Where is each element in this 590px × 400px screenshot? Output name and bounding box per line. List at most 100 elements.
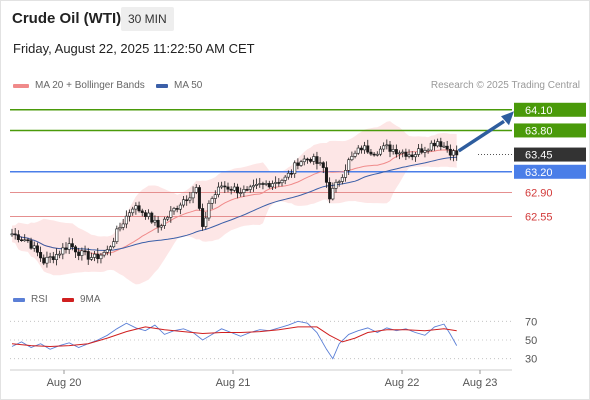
level-label-62.90: 62.90 [525,187,553,199]
candle-body [251,185,255,188]
candle-body [417,148,421,155]
rsi-swatch [13,297,25,302]
candle-body [128,212,132,217]
candle-body [305,158,309,161]
candle-body [178,204,182,210]
candle-body [86,251,90,260]
candle-body [77,251,81,256]
level-label-63.20: 63.20 [525,167,553,179]
candle-body [344,170,348,178]
candle-body [334,181,338,189]
ma50-swatch [156,83,168,88]
candle-body [378,148,382,155]
candle-body [439,141,443,147]
candle-body [404,151,408,157]
candle-body [131,208,135,214]
candle-body [26,239,30,242]
candle-body [258,183,262,185]
candle-body [210,198,214,204]
x-tick-label: Aug 23 [463,377,498,389]
candle-body [236,186,240,194]
x-tick-label: Aug 20 [47,377,82,389]
current-price-tag [514,147,586,162]
candle-body [363,145,367,151]
rsi-ma-line [11,326,457,348]
candle-body [83,250,87,253]
candle-body [172,208,176,212]
level-tag-63.20 [514,164,586,179]
candle-body [309,159,313,162]
legend-ma50: MA 50 [156,80,202,91]
interval-badge[interactable]: 30 MIN [121,7,174,31]
source-credit: Research © 2025 Trading Central [430,80,580,91]
candle-body [197,187,201,209]
candle-body [432,142,436,147]
level-label-62.55: 62.55 [525,212,553,224]
candle-body [264,183,268,185]
candle-body [124,215,128,225]
ma20-swatch [13,83,29,88]
candle-body [410,154,414,158]
candle-body [42,257,46,264]
candle-body [315,156,319,164]
level-tag-63.80 [514,123,586,138]
legend-rsi: RSI [13,294,48,305]
level-tag-64.10 [514,102,586,117]
candle-body [350,156,354,161]
candle-body [51,256,55,260]
candle-body [324,167,328,183]
candle-body [213,194,217,199]
candle-body [426,149,430,152]
candle-body [340,177,344,182]
candle-body [80,250,84,256]
candle-body [162,218,166,226]
candle-body [175,208,179,210]
candle-body [261,183,265,185]
candle-body [372,153,376,156]
candle-body [280,180,284,184]
candle-body [188,197,192,201]
candle-body [112,241,116,248]
candle-body [385,144,389,147]
candle-body [35,245,39,253]
candle-body [239,192,243,194]
candle-body [366,145,370,153]
ma50-line [11,156,457,251]
candle-body [401,151,405,154]
candle-body [16,234,20,241]
candle-body [118,227,122,230]
level-label-63.80: 63.80 [525,125,553,137]
candle-body [452,150,456,156]
candle-body [353,152,357,157]
candle-body [420,148,424,153]
candle-body [223,185,227,188]
candle-body [67,243,71,250]
candle-body [226,186,230,190]
candle-body [64,247,68,250]
candle-body [423,150,427,153]
candle-body [102,252,106,256]
candle-body [429,142,433,151]
candle-body [54,254,58,260]
instrument-title: Crude Oil (WTI) [12,10,122,27]
candle-body [89,257,93,260]
candle-body [61,247,65,255]
candle-body [455,150,459,156]
candle-body [242,189,246,193]
candle-body [182,199,186,206]
candle-body [270,183,274,188]
candle-body [245,189,249,191]
candle-body [23,239,27,242]
candle-body [169,210,173,218]
candle-body [312,156,316,162]
candle-body [185,199,189,202]
x-tick-label: Aug 21 [216,377,251,389]
current-price-label: 63.45 [525,150,553,162]
candle-body [229,188,233,191]
legend-rsi-ma: 9MA [62,294,101,305]
rsi-label: RSI [31,294,48,305]
candle-body [115,228,119,242]
candle-body [302,158,306,163]
candle-body [398,152,402,155]
candle-body [445,145,449,150]
